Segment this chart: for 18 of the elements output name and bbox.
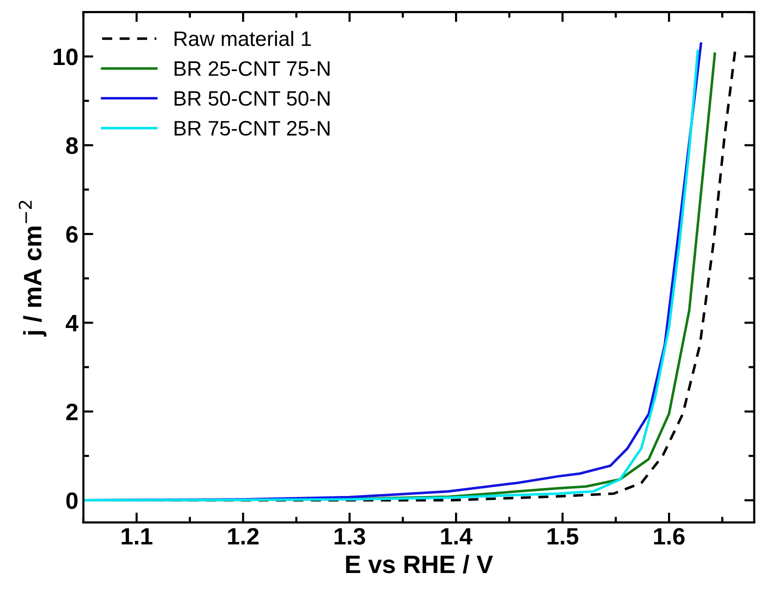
y-tick-label: 10 [54, 48, 78, 66]
legend-label: BR 25-CNT 75-N [174, 61, 330, 76]
y-tick-label: 0 [66, 492, 78, 510]
y-tick-label: 6 [66, 226, 78, 243]
x-tick-label: 1.5 [548, 528, 578, 545]
y-tick-label: 4 [66, 315, 78, 332]
x-tick-label: 1.2 [228, 528, 259, 544]
x-tick-label: 1.1 [122, 528, 152, 544]
x-tick-label: 1.4 [441, 528, 472, 544]
legend-label: BR 50-CNT 50-N [174, 91, 330, 106]
x-tick-label: 1.6 [654, 528, 685, 545]
y-tick-label: 2 [66, 404, 78, 420]
x-axis-title: E vs RHE / V [346, 554, 493, 574]
x-tick-label: 1.3 [334, 528, 366, 545]
legend-label: BR 75-CNT 25-N [174, 120, 330, 136]
y-tick-label: 8 [66, 137, 78, 154]
legend-label: Raw material 1 [174, 30, 311, 46]
y-axis-title: j / mA cm$^{−2}$ [18, 200, 46, 337]
